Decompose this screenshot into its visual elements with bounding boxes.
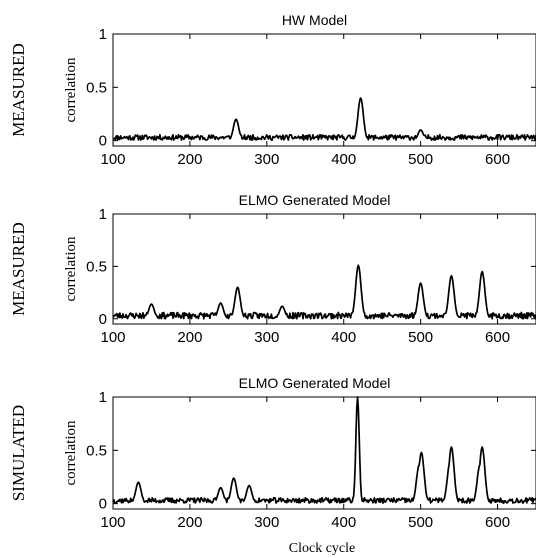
y-tick-label: 0 xyxy=(99,133,107,150)
x-tick-label: 500 xyxy=(408,151,433,168)
x-tick-label: 400 xyxy=(331,329,356,346)
plot-frame xyxy=(112,396,536,510)
x-axis-label: Clock cycle xyxy=(289,541,355,556)
x-tick-label: 100 xyxy=(100,151,125,168)
y-axis-label: correlation xyxy=(63,236,79,301)
chart-panel-2: ELMO Generated Model 100 200 300 400 500 600 0 0… xyxy=(9,192,536,346)
x-tick-label: 300 xyxy=(254,151,279,168)
x-tick-label: 400 xyxy=(331,514,356,531)
x-tick-label: 200 xyxy=(177,514,202,531)
row-label: SIMULATED xyxy=(9,405,28,501)
plot-frame xyxy=(112,213,536,325)
x-tick-label: 300 xyxy=(254,514,279,531)
y-tick-label: 0.5 xyxy=(86,442,107,459)
x-tick-label: 500 xyxy=(408,514,433,531)
y-tick-label: 0.5 xyxy=(86,258,107,275)
x-tick-label: 500 xyxy=(408,329,433,346)
x-tick-label: 600 xyxy=(485,329,510,346)
x-tick-label: 200 xyxy=(177,329,202,346)
chart-title: ELMO Generated Model xyxy=(239,375,391,391)
x-tick-label: 400 xyxy=(331,151,356,168)
x-tick-label: 100 xyxy=(100,514,125,531)
chart-title: HW Model xyxy=(282,12,347,28)
x-tick-label: 300 xyxy=(254,329,279,346)
x-tick-label: 600 xyxy=(485,151,510,168)
y-tick-label: 0 xyxy=(99,496,107,513)
series-line xyxy=(112,396,536,504)
chart-panel-1: HW Model 100 200 300 400 500 600 0 0.5 1 correlati… xyxy=(9,12,536,168)
y-tick-label: 1 xyxy=(99,206,107,223)
chart-panel-3: ELMO Generated Model 100 200 300 400 500 600 0 0… xyxy=(9,375,536,531)
series-line xyxy=(112,264,536,320)
x-tick-label: 600 xyxy=(485,514,510,531)
x-tick-label: 100 xyxy=(100,329,125,346)
y-tick-label: 0.5 xyxy=(86,79,107,96)
chart-title: ELMO Generated Model xyxy=(239,192,391,208)
y-tick-label: 1 xyxy=(99,26,107,43)
series-line xyxy=(112,97,536,141)
y-axis-label: correlation xyxy=(63,57,79,122)
plot-frame xyxy=(112,33,536,147)
row-label: MEASURED xyxy=(9,222,28,316)
y-tick-label: 1 xyxy=(99,389,107,406)
y-axis-label: correlation xyxy=(63,420,79,485)
row-label: MEASURED xyxy=(9,43,28,137)
x-tick-label: 200 xyxy=(177,151,202,168)
y-tick-label: 0 xyxy=(99,311,107,328)
